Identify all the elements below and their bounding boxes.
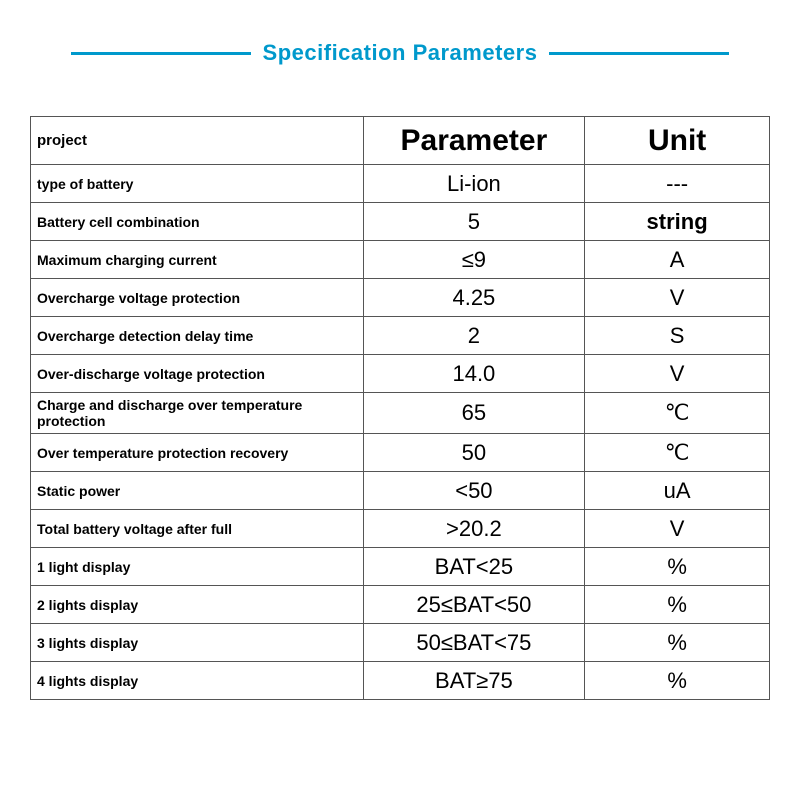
table-header-row: project Parameter Unit [31, 117, 770, 165]
header-unit: Unit [585, 117, 770, 165]
table-row: Over temperature protection recovery50℃ [31, 434, 770, 472]
table-row: Static power<50uA [31, 472, 770, 510]
row-parameter: <50 [363, 472, 585, 510]
table-row: Overcharge voltage protection4.25V [31, 279, 770, 317]
rule-left [71, 52, 251, 55]
table-row: Overcharge detection delay time2S [31, 317, 770, 355]
row-label: Total battery voltage after full [31, 510, 364, 548]
header-project: project [31, 117, 364, 165]
row-label: Over temperature protection recovery [31, 434, 364, 472]
row-parameter: Li-ion [363, 165, 585, 203]
row-label: 3 lights display [31, 624, 364, 662]
table-row: Battery cell combination5string [31, 203, 770, 241]
row-parameter: 2 [363, 317, 585, 355]
row-parameter: BAT≥75 [363, 662, 585, 700]
row-unit: V [585, 355, 770, 393]
row-unit: string [585, 203, 770, 241]
table-row: Total battery voltage after full>20.2V [31, 510, 770, 548]
row-label: Over-discharge voltage protection [31, 355, 364, 393]
row-label: type of battery [31, 165, 364, 203]
row-parameter: 65 [363, 393, 585, 434]
table-row: 2 lights display25≤BAT<50% [31, 586, 770, 624]
row-unit: % [585, 548, 770, 586]
table-row: type of batteryLi-ion--- [31, 165, 770, 203]
row-parameter: 4.25 [363, 279, 585, 317]
row-unit: ℃ [585, 434, 770, 472]
table-row: 3 lights display50≤BAT<75% [31, 624, 770, 662]
row-label: 1 light display [31, 548, 364, 586]
row-unit: ℃ [585, 393, 770, 434]
row-label: Maximum charging current [31, 241, 364, 279]
row-label: 4 lights display [31, 662, 364, 700]
row-label: 2 lights display [31, 586, 364, 624]
row-unit: % [585, 586, 770, 624]
row-parameter: ≤9 [363, 241, 585, 279]
table-row: 1 light displayBAT<25% [31, 548, 770, 586]
row-label: Charge and discharge over temperature pr… [31, 393, 364, 434]
row-label: Overcharge detection delay time [31, 317, 364, 355]
row-unit: A [585, 241, 770, 279]
row-unit: V [585, 510, 770, 548]
table-row: Maximum charging current≤9A [31, 241, 770, 279]
table-row: Charge and discharge over temperature pr… [31, 393, 770, 434]
row-parameter: BAT<25 [363, 548, 585, 586]
row-unit: uA [585, 472, 770, 510]
header-parameter: Parameter [363, 117, 585, 165]
table-row: Over-discharge voltage protection14.0V [31, 355, 770, 393]
row-parameter: >20.2 [363, 510, 585, 548]
row-parameter: 50≤BAT<75 [363, 624, 585, 662]
row-parameter: 14.0 [363, 355, 585, 393]
row-parameter: 25≤BAT<50 [363, 586, 585, 624]
title-bar: Specification Parameters [30, 40, 770, 66]
rule-right [549, 52, 729, 55]
row-parameter: 5 [363, 203, 585, 241]
row-unit: V [585, 279, 770, 317]
row-unit: S [585, 317, 770, 355]
row-unit: --- [585, 165, 770, 203]
row-label: Battery cell combination [31, 203, 364, 241]
table-row: 4 lights displayBAT≥75% [31, 662, 770, 700]
row-unit: % [585, 662, 770, 700]
row-label: Overcharge voltage protection [31, 279, 364, 317]
row-unit: % [585, 624, 770, 662]
row-parameter: 50 [363, 434, 585, 472]
spec-table: project Parameter Unit type of batteryLi… [30, 116, 770, 700]
row-label: Static power [31, 472, 364, 510]
page-title: Specification Parameters [263, 40, 538, 66]
